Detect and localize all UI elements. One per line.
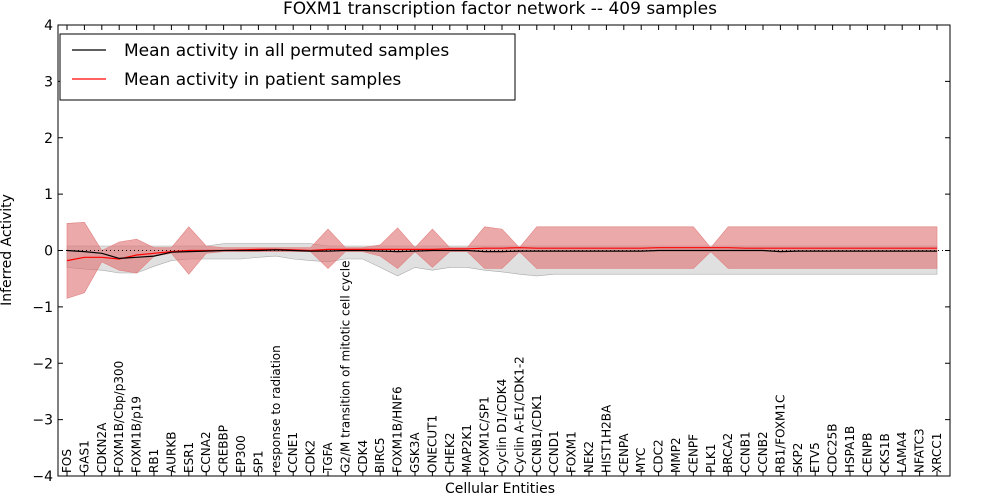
- y-tick-label: 3: [44, 74, 53, 90]
- category-label: XRCC1: [930, 433, 944, 473]
- category-label: ONECUT1: [425, 415, 439, 473]
- category-label: MMP2: [669, 437, 683, 473]
- y-tick-label: −1: [32, 300, 53, 316]
- category-label: AURKB: [164, 432, 178, 473]
- category-label: CCNB1: [739, 431, 753, 473]
- category-label: ESR1: [182, 442, 196, 473]
- x-axis-label: Cellular Entities: [445, 481, 555, 497]
- y-tick-label: 0: [44, 244, 53, 260]
- category-label: SP1: [251, 451, 265, 474]
- category-label: NFATC3: [913, 428, 927, 473]
- category-label: CDK4: [356, 440, 370, 473]
- legend-label-patient: Mean activity in patient samples: [124, 70, 401, 90]
- category-label: CCNB2: [756, 431, 770, 473]
- legend-label-permuted: Mean activity in all permuted samples: [124, 41, 449, 61]
- category-label: response to radiation: [269, 345, 283, 473]
- category-label: HSPA1B: [843, 426, 857, 473]
- category-label: CDKN2A: [95, 422, 109, 473]
- patient-band: [66, 221, 938, 299]
- category-label: CENPB: [860, 433, 874, 473]
- category-label: CHEK2: [443, 433, 457, 474]
- category-label: FOXM1B/Cbp/p300: [112, 361, 126, 473]
- category-label: RB1/FOXM1C: [773, 395, 787, 473]
- category-label: GSK3A: [408, 432, 422, 473]
- category-label: RB1: [147, 449, 161, 473]
- category-label: BRCA2: [721, 433, 735, 473]
- category-label: CKS1B: [878, 433, 892, 473]
- y-tick-label: 2: [44, 131, 53, 147]
- y-tick-label: −2: [32, 356, 53, 372]
- chart-title: FOXM1 transcription factor network -- 40…: [283, 0, 717, 19]
- category-label: CCNA2: [199, 431, 213, 473]
- category-label: MYC: [634, 448, 648, 473]
- category-label: NEK2: [582, 441, 596, 473]
- category-label: EP300: [234, 435, 248, 473]
- category-label: CDC25B: [826, 424, 840, 474]
- legend-box: [59, 33, 516, 101]
- category-label: FOXM1: [565, 431, 579, 473]
- category-label: Cyclin A-E1/CDK1-2: [512, 356, 526, 473]
- category-label: FOXM1B/HNF6: [391, 386, 405, 473]
- category-label: CENPA: [617, 433, 631, 473]
- category-label: MAP2K1: [460, 424, 474, 473]
- category-label: SKP2: [791, 443, 805, 473]
- category-label: FOXM1B/p19: [130, 396, 144, 473]
- category-label: CCND1: [547, 430, 561, 473]
- legend: Mean activity in all permuted samples Me…: [59, 33, 516, 101]
- y-tick-label: −4: [32, 469, 53, 485]
- category-label: CDC2: [652, 439, 666, 473]
- category-label: FOS: [60, 449, 74, 473]
- y-tick-label: −3: [32, 413, 53, 429]
- category-label: CENPF: [686, 434, 700, 473]
- category-label: ETV5: [808, 442, 822, 473]
- category-label: PLK1: [704, 444, 718, 473]
- y-axis-label: Inferred Activity: [0, 194, 15, 306]
- category-label: HIST1H2BA: [599, 404, 613, 473]
- category-label: CREBBP: [217, 425, 231, 473]
- y-tick-label: 4: [44, 18, 53, 34]
- category-label: GAS1: [77, 440, 91, 473]
- category-label: CCNE1: [286, 432, 300, 473]
- permuted-mean-line: [66, 249, 937, 260]
- category-label: CDK2: [304, 440, 318, 473]
- category-label: CCNB1/CDK1: [530, 394, 544, 473]
- category-label: G2/M transition of mitotic cell cycle: [338, 260, 352, 473]
- category-label: FOXM1C/SP1: [478, 396, 492, 473]
- y-tick-label: 1: [44, 187, 53, 203]
- category-label: TGFA: [321, 442, 335, 474]
- category-label: BIRC5: [373, 437, 387, 473]
- category-label: Cyclin D1/CDK4: [495, 379, 509, 473]
- category-label: LAMA4: [895, 432, 909, 473]
